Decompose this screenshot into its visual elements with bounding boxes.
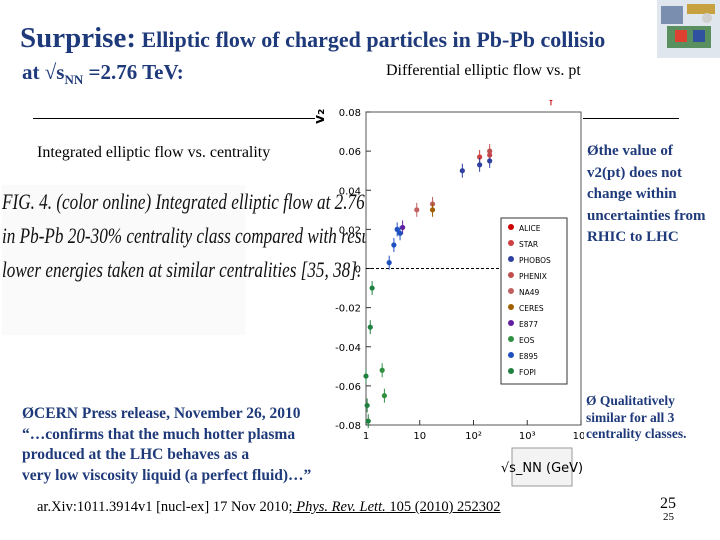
legend-marker [508,240,514,246]
data-point [487,148,493,154]
title-rest: Elliptic flow of charged particles in Pb… [136,27,606,52]
data-point [459,168,465,174]
cern-line: very low viscosity liquid (a perfect flu… [22,466,312,484]
legend-label: CERES [519,304,544,313]
y-tick-label: 0.08 [339,108,361,119]
subtitle-sub: NN [64,72,84,88]
caption-line: FIG. 4. (color online) Integrated ellipt… [2,189,396,214]
legend-label: NA49 [519,288,540,297]
x-axis-label: √s_NN (GeV) [501,461,583,476]
y-tick-label: -0.04 [335,343,361,354]
y-tick-label: 0.04 [339,186,361,197]
data-point [397,230,403,236]
data-point [394,226,400,232]
page-number: 25 [660,495,676,512]
x-tick-label: 10 [413,431,426,442]
data-point [365,418,371,424]
chart-svg: v₂ 0.080.060.040.020-0.02-0.04-0.06-0.081… [312,91,589,487]
legend-label: E895 [519,352,538,361]
cern-line: ØCERN Press release, November 26, 2010 [22,405,301,422]
figure-caption: FIG. 4. (color online) Integrated ellipt… [2,185,422,335]
legend-label: ALICE [519,224,541,233]
x-axis-label-box [511,447,573,487]
legend-marker [508,224,514,230]
page-title: Surprise: Elliptic flow of charged parti… [20,22,605,55]
legend-label: PHENIX [519,272,547,281]
data-point [548,95,554,101]
legend-label: E877 [519,320,538,329]
reference-citation: ar.Xiv:1011.3914v1 [nucl-ex] 17 Nov 2010… [37,499,501,516]
x-tick-label: 10² [465,431,482,442]
data-point [414,207,420,213]
cern-line: “…confirms that the much hotter plasma [22,425,296,443]
data-point [429,207,436,213]
subtitle-suffix: =2.76 TeV: [83,60,184,84]
x-tick-label: 10⁴ [573,431,584,442]
legend-marker [508,288,514,294]
qualitative-note: Ø Qualitatively similar for all 3 centra… [586,393,687,441]
y-tick-label: -0.08 [335,421,361,432]
legend-label: FOPI [519,368,536,377]
detector-logo-image [657,0,720,58]
divider-left [33,118,315,119]
legend-marker [508,320,514,326]
y-tick-label: -0.02 [335,304,361,315]
legend-marker [508,352,514,358]
data-point [477,162,483,168]
legend-label: PHOBOS [519,256,551,265]
y-tick-label: -0.06 [335,382,361,393]
integrated-flow-label: Integrated elliptic flow vs. centrality [37,144,271,161]
page-number-small: 25 [663,511,674,523]
legend-marker [508,256,514,262]
data-point [487,158,493,164]
ref-volume-link[interactable]: 105 (2010) 252302 [385,499,501,515]
title-surprise: Surprise: [20,22,136,54]
data-point [386,260,392,266]
data-point [379,367,385,373]
y-tick-label: 0.02 [339,225,361,236]
legend-marker [508,304,514,310]
x-tick-label: 10³ [519,431,536,442]
data-point [364,402,370,409]
legend-label: STAR [519,240,538,249]
divider-right [583,118,679,119]
ref-journal-link[interactable]: Phys. Rev. Lett. [292,499,386,515]
value-note: Øthe value of v2(pt) does not change wit… [587,143,706,245]
legend-marker [508,368,514,374]
differential-flow-label: Differential elliptic flow vs. pt [386,62,581,79]
data-point [381,393,388,399]
cern-press-note: ØCERN Press release, November 26, 2010 “… [22,404,352,486]
y-axis-label: v₂ [316,109,328,124]
y-tick-label: 0.06 [339,147,361,158]
ref-prefix: ar.Xiv:1011.3914v1 [nucl-ex] 17 Nov 2010… [37,499,293,515]
data-point [367,324,373,330]
cern-line: produced at the LHC behaves as a [22,446,250,463]
page-subtitle: at √sNN =2.76 TeV: [22,60,184,88]
data-point [391,242,397,248]
caption-line: in Pb-Pb 20-30% centrality class compare… [2,223,423,248]
data-point [369,285,375,291]
legend-marker [508,272,514,278]
y-tick-label: 0 [355,265,361,276]
v2-energy-chart: v₂ 0.08 0.06 0.04 0.02 0 -0.02 -0.04 -0.06 -0.08 1… [312,91,589,500]
legend-label: EOS [519,336,535,345]
data-point [363,373,369,379]
data-point [400,224,406,231]
caption-line: lower energies taken at similar centrali… [2,257,362,282]
subtitle-prefix: at √s [22,60,65,84]
data-point [477,154,483,160]
x-tick-label: 1 [363,431,369,442]
legend-marker [508,336,514,342]
